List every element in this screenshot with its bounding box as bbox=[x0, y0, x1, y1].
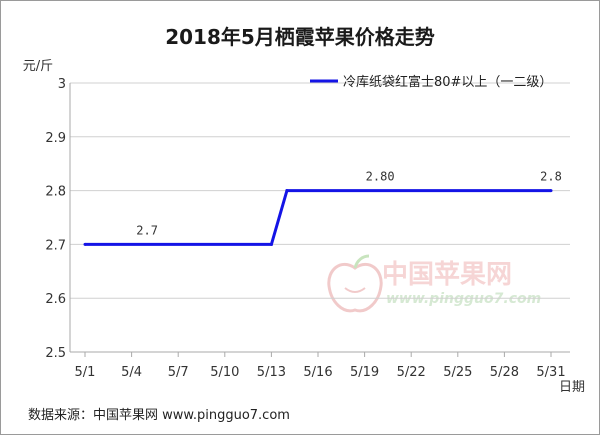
y-tick-label: 2.6 bbox=[45, 292, 66, 307]
data-source: 数据来源：中国苹果网 www.pingguo7.com bbox=[28, 408, 290, 423]
y-tick-label: 3 bbox=[58, 77, 66, 92]
x-tick-label: 5/10 bbox=[210, 365, 239, 380]
x-tick-label: 5/16 bbox=[303, 365, 332, 380]
watermark-name: 中国苹果网 bbox=[382, 260, 512, 290]
y-tick-label: 2.8 bbox=[45, 185, 66, 200]
series-point bbox=[269, 242, 273, 246]
data-label: 2.80 bbox=[366, 170, 395, 184]
gridlines bbox=[70, 82, 570, 353]
series-point bbox=[285, 189, 289, 193]
x-tick-label: 5/31 bbox=[536, 365, 565, 380]
x-tick-label: 5/13 bbox=[257, 365, 286, 380]
watermark-logo: 中国苹果网 www.pingguo7.com bbox=[327, 254, 541, 313]
y-tick-label: 2.7 bbox=[45, 238, 66, 253]
y-tick-label: 2.9 bbox=[45, 131, 66, 146]
y-tick-label: 2.5 bbox=[45, 346, 66, 361]
data-label: 2.8 bbox=[540, 170, 562, 184]
series-point bbox=[549, 189, 553, 193]
x-tick-label: 5/4 bbox=[121, 365, 142, 380]
series-lines bbox=[83, 189, 553, 246]
watermark-url: www.pingguo7.com bbox=[386, 291, 541, 307]
data-labels: 2.7 2.80 2.8 bbox=[136, 170, 562, 238]
x-tick-label: 5/19 bbox=[350, 365, 379, 380]
x-tick-label: 5/25 bbox=[443, 365, 472, 380]
axes: 2.5 2.6 2.7 2.8 2.9 3 5/1 5/4 5/7 5/10 5/13 5/16 5/1… bbox=[45, 77, 570, 380]
chart-title: 2018年5月栖霞苹果价格走势 bbox=[165, 25, 435, 49]
x-tick-label: 5/1 bbox=[75, 365, 96, 380]
data-label: 2.7 bbox=[136, 223, 158, 237]
apple-icon bbox=[327, 254, 383, 313]
x-axis-title: 日期 bbox=[559, 380, 585, 395]
x-tick-label: 5/22 bbox=[397, 365, 426, 380]
series-line bbox=[85, 189, 551, 246]
x-tick-label: 5/28 bbox=[490, 365, 519, 380]
series-point bbox=[83, 242, 87, 246]
legend-label: 冷库纸袋红富士80#以上（一二级） bbox=[343, 74, 552, 90]
x-tick-label: 5/7 bbox=[168, 365, 189, 380]
y-axis-unit-label: 元/斤 bbox=[23, 59, 53, 74]
legend: 冷库纸袋红富士80#以上（一二级） bbox=[310, 74, 552, 90]
